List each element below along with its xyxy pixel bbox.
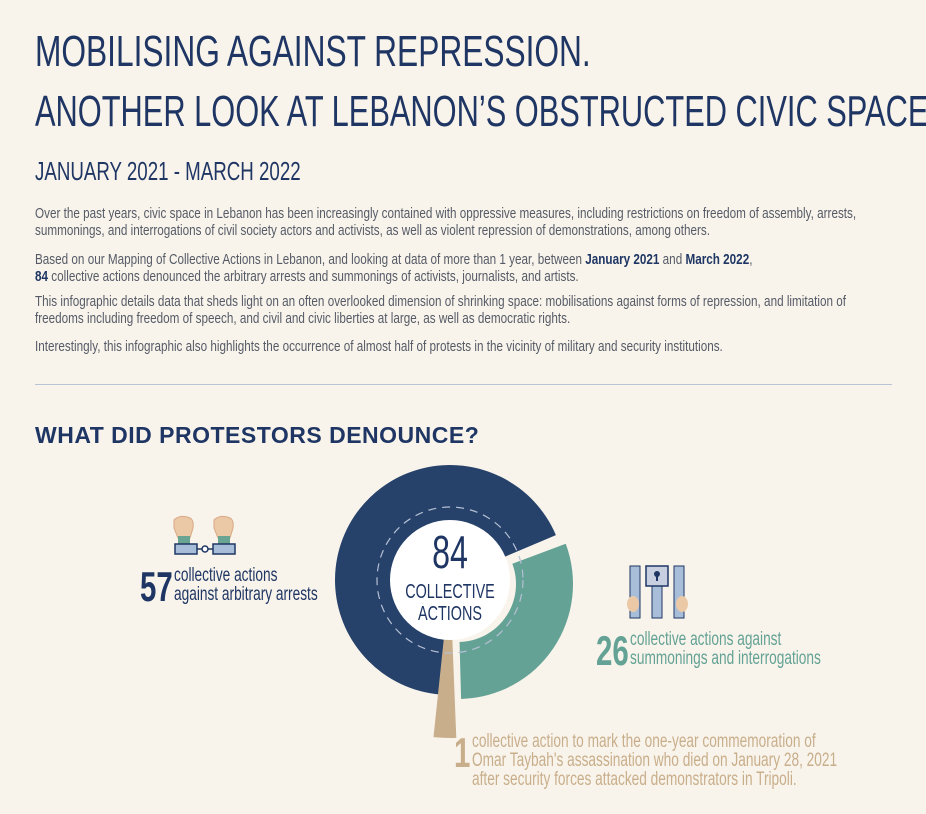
center-label-2: ACTIONS (418, 602, 482, 625)
stat-label-2: against arbitrary arrests (174, 584, 318, 605)
start-date: January 2021 (585, 251, 660, 268)
stat-label-1: collective action to mark the one-year c… (472, 731, 816, 752)
intro-paragraph-2: Based on our Mapping of Collective Actio… (35, 251, 862, 285)
subtitle-text: JANUARY 2021 - MARCH 2022 (35, 156, 301, 186)
title-text: ANOTHER LOOK AT LEBANON’S OBSTRUCTED CIV… (35, 87, 926, 136)
text: , (749, 251, 753, 268)
intro-paragraph-4: Interestingly, this infographic also hig… (35, 338, 723, 355)
title-text: MOBILISING AGAINST REPRESSION. (35, 27, 591, 76)
center-value: 84 (432, 527, 468, 578)
section-heading: WHAT DID PROTESTORS DENOUNCE? (35, 422, 480, 448)
slice-summonings (459, 543, 573, 699)
stat-label-1: collective actions (174, 565, 278, 586)
stat-value: 1 (454, 729, 471, 776)
center-label-1: COLLECTIVE (405, 580, 495, 603)
title-line-1: MOBILISING AGAINST REPRESSION. (35, 30, 807, 74)
date-range-subtitle: JANUARY 2021 - MARCH 2022 (35, 156, 404, 187)
slice-arrests (334, 464, 556, 695)
total-count: 84 (35, 268, 49, 285)
stat-label-2: Omar Taybah's assassination who died on … (472, 750, 838, 771)
text: collective actions denounced the arbitra… (48, 268, 579, 285)
stat-value: 57 (140, 563, 173, 610)
stat-label-2: summonings and interrogations (630, 648, 821, 669)
prison-bars-icon (627, 565, 688, 619)
end-date: March 2022 (685, 251, 750, 268)
intro-paragraph-1: Over the past years, civic space in Leba… (35, 205, 857, 239)
donut-chart: 84 COLLECTIVE ACTIONS (334, 464, 573, 738)
stat-value: 26 (596, 627, 629, 674)
divider (35, 384, 892, 385)
text: Based on our Mapping of Collective Actio… (35, 251, 586, 268)
title-line-2: ANOTHER LOOK AT LEBANON’S OBSTRUCTED CIV… (35, 90, 926, 134)
stat-label-3: after security forces attacked demonstra… (472, 769, 797, 790)
dashed-ring (376, 506, 524, 654)
handcuffed-fists-icon (173, 515, 236, 555)
donut-center (390, 520, 510, 640)
slice-commemoration (433, 637, 457, 738)
text: and (659, 251, 686, 268)
intro-paragraph-3: This infographic details data that sheds… (35, 293, 847, 327)
stat-label-1: collective actions against (630, 629, 782, 650)
